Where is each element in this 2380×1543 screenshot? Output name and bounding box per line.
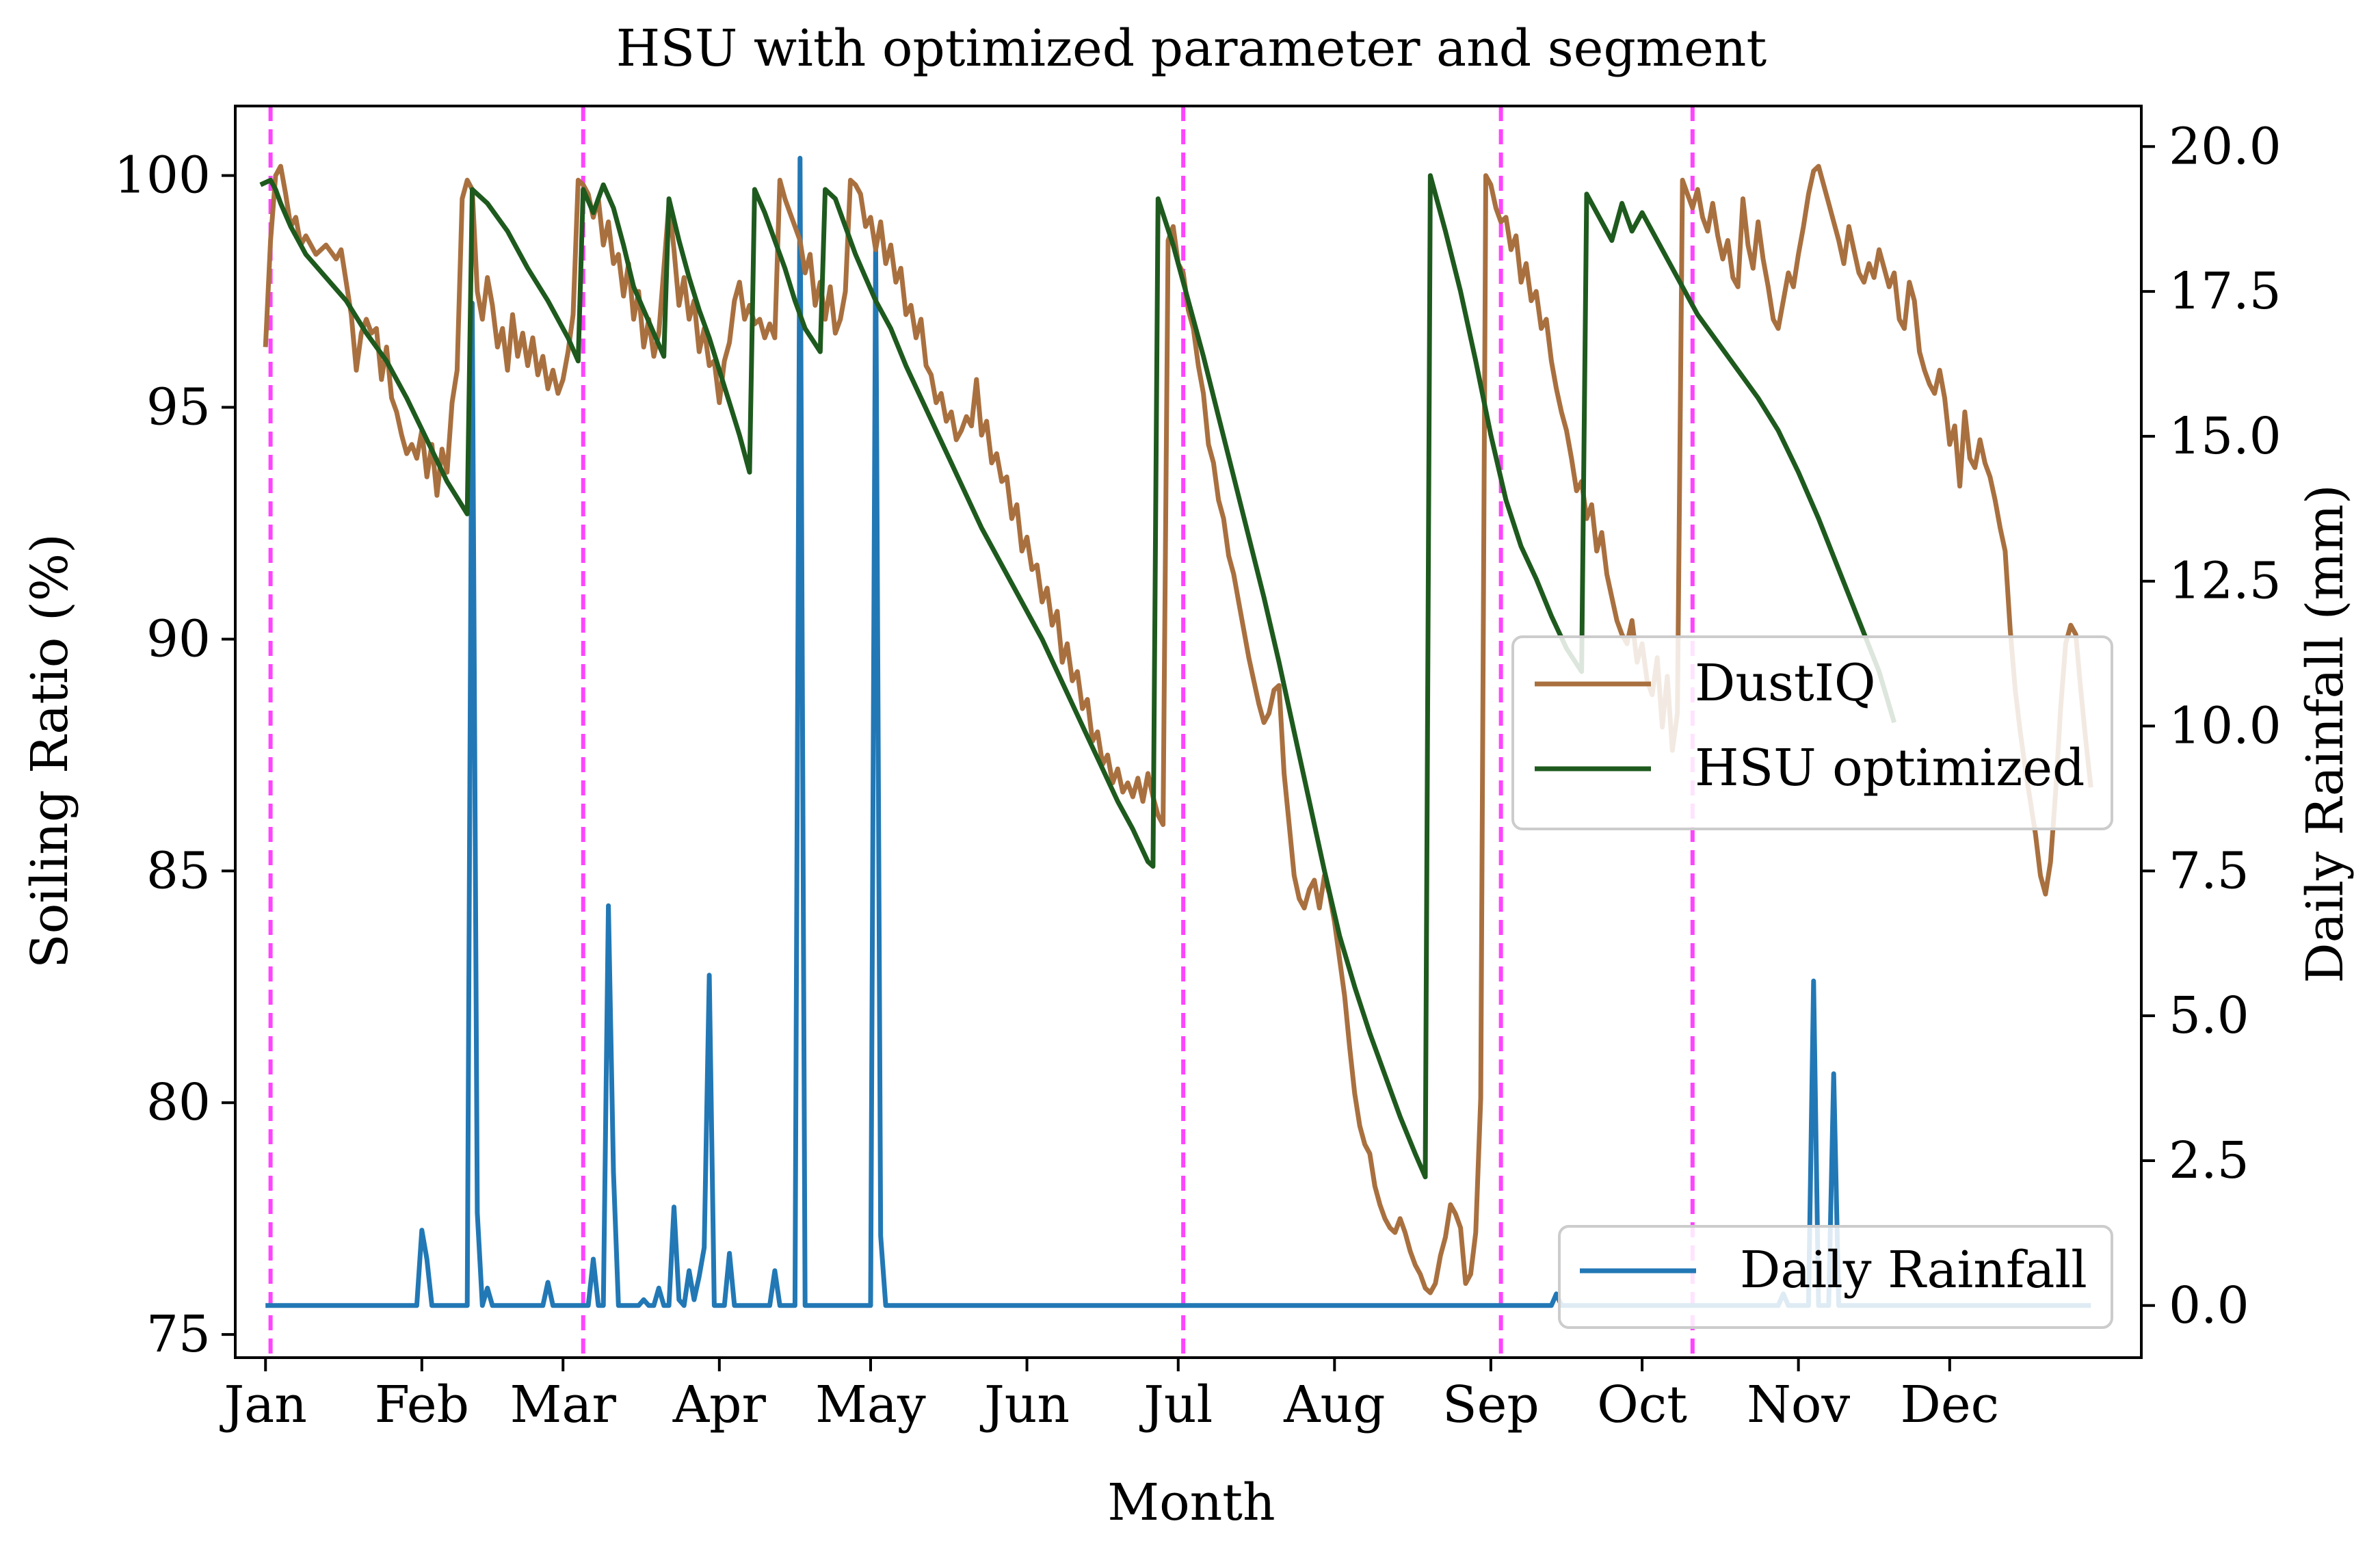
x-tick-label-aug: Aug	[1283, 1375, 1385, 1434]
y2-tick-label-10: 10.0	[2169, 697, 2282, 756]
y-tick-label-100: 100	[114, 146, 211, 205]
y2-tick-label-0: 0.0	[2169, 1276, 2249, 1335]
legend-rainfall: Daily Rainfall	[1558, 1225, 2113, 1329]
chart-title: HSU with optimized parameter and segment	[616, 19, 1767, 78]
legend-soiling-box	[1511, 635, 2113, 830]
legend-label-rainfall: Daily Rainfall	[1740, 1241, 2087, 1300]
x-tick-label-apr: Apr	[672, 1375, 767, 1434]
x-tick-label-dec: Dec	[1901, 1375, 2000, 1434]
y-tick-label-80: 80	[146, 1073, 211, 1132]
y2-tick-label-5: 5.0	[2169, 986, 2249, 1045]
x-tick-label-nov: Nov	[1747, 1375, 1850, 1434]
y-axis-label: Soiling Ratio (%)	[21, 533, 79, 968]
x-tick-label-may: May	[815, 1375, 926, 1434]
plot-frame	[234, 105, 2143, 1359]
y2-tick-label-2.5: 2.5	[2169, 1131, 2249, 1190]
y2-axis-ticks: 0.0 2.5 5.0 7.5 10.0 12.5 15.0 17.5 20.0	[2141, 117, 2282, 1335]
legend-soiling: DustIQ HSU optimized	[1511, 635, 2113, 830]
y2-tick-label-17.5: 17.5	[2169, 262, 2282, 321]
x-tick-label-jul: Jul	[1139, 1375, 1213, 1434]
x-tick-label-oct: Oct	[1597, 1375, 1687, 1434]
legend-label-hsu: HSU optimized	[1695, 739, 2085, 797]
x-tick-label-feb: Feb	[375, 1375, 469, 1434]
x-tick-label-jun: Jun	[979, 1375, 1070, 1434]
y-tick-label-90: 90	[146, 609, 211, 668]
legend-rainfall-box	[1558, 1225, 2113, 1329]
y-axis-ticks: 75 80 85 90 95 100	[114, 146, 235, 1364]
x-tick-label-mar: Mar	[510, 1375, 617, 1434]
x-axis-ticks: Jan Feb Mar Apr May Jun Jul Aug Sep Oct Nov Dec	[220, 1358, 2000, 1434]
y-tick-label-85: 85	[146, 841, 211, 900]
legend-label-dustiq: DustIQ	[1695, 654, 1876, 713]
y2-tick-label-7.5: 7.5	[2169, 841, 2249, 900]
y2-tick-label-12.5: 12.5	[2169, 552, 2282, 611]
x-tick-label-jan: Jan	[220, 1375, 307, 1434]
y-tick-label-95: 95	[146, 378, 211, 437]
y-tick-label-75: 75	[146, 1305, 211, 1364]
x-tick-label-sep: Sep	[1442, 1375, 1539, 1434]
y2-tick-label-20: 20.0	[2169, 117, 2282, 176]
series-line-dustiq	[263, 163, 2093, 1295]
x-axis-label: Month	[1107, 1473, 1275, 1532]
y2-tick-label-15: 15.0	[2169, 407, 2282, 466]
y2-axis-label: Daily Rainfall (mm)	[2296, 484, 2355, 983]
